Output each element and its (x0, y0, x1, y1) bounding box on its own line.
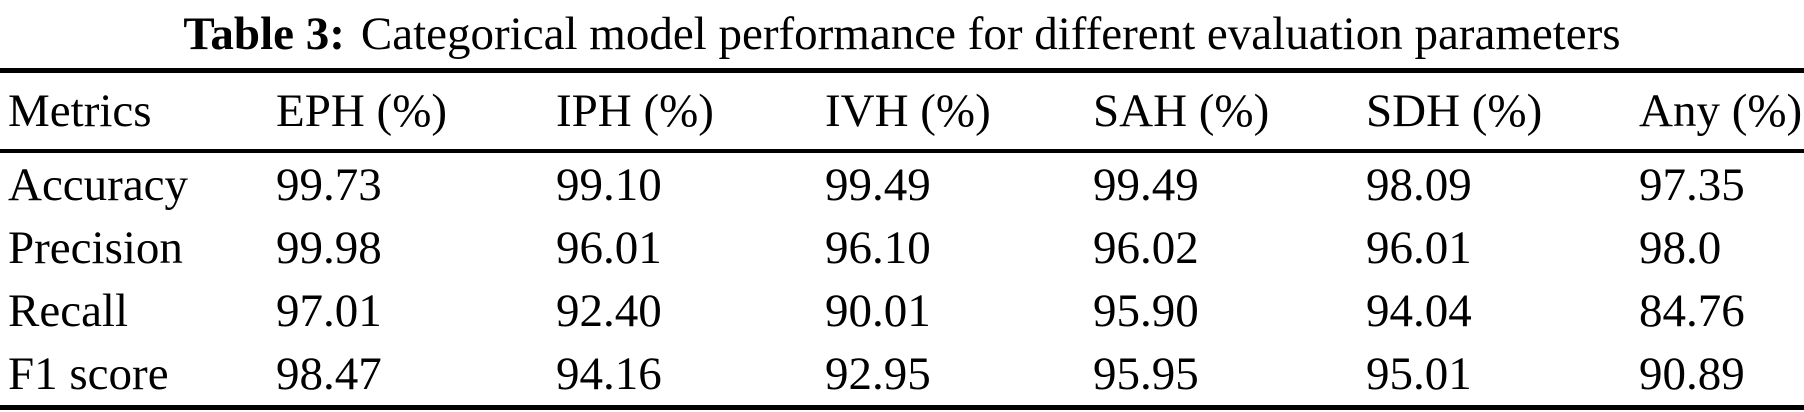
table-cell: 96.01 (1366, 221, 1472, 274)
performance-table: Metrics EPH (%) IPH (%) IVH (%) SAH (%) … (0, 68, 1804, 410)
table-cell: 90.01 (825, 284, 931, 337)
table-caption-text: Categorical model performance for differ… (360, 8, 1621, 60)
table-cell: 97.35 (1639, 158, 1745, 211)
table-cell: 98.47 (276, 347, 382, 400)
table-cell: 99.98 (276, 221, 382, 274)
column-header-sdh: SDH (%) (1366, 70, 1639, 153)
table-cell: 98.0 (1639, 221, 1722, 274)
table-cell: 99.73 (276, 158, 382, 211)
table-cell: 92.95 (825, 347, 931, 400)
table-cell: 99.49 (825, 158, 931, 211)
table-cell: 98.09 (1366, 158, 1472, 211)
column-header-iph: IPH (%) (556, 70, 825, 153)
table-cell: 99.10 (556, 158, 662, 211)
table-cell: 96.01 (556, 221, 662, 274)
row-label: F1 score (8, 347, 169, 400)
column-header-sah: SAH (%) (1093, 70, 1366, 153)
column-header-metrics: Metrics (0, 70, 276, 153)
table-row-recall: Recall 97.01 92.40 90.01 95.90 94.04 84.… (0, 279, 1804, 342)
table-cell: 96.02 (1093, 221, 1199, 274)
table-caption: Table 3: Categorical model performance fo… (0, 0, 1804, 68)
table-cell: 96.10 (825, 221, 931, 274)
table-cell: 95.95 (1093, 347, 1199, 400)
row-label: Recall (8, 284, 129, 337)
table-cell: 84.76 (1639, 284, 1745, 337)
table-row-f1-score: F1 score 98.47 94.16 92.95 95.95 95.01 9… (0, 342, 1804, 408)
table-cell: 90.89 (1639, 347, 1745, 400)
table-cell: 94.04 (1366, 284, 1472, 337)
header-row: Metrics EPH (%) IPH (%) IVH (%) SAH (%) … (0, 70, 1804, 153)
table-row-accuracy: Accuracy 99.73 99.10 99.49 99.49 98.09 9… (0, 151, 1804, 216)
table-cell: 94.16 (556, 347, 662, 400)
table-cell: 95.01 (1366, 347, 1472, 400)
row-label: Accuracy (8, 158, 189, 211)
table-row-precision: Precision 99.98 96.01 96.10 96.02 96.01 … (0, 216, 1804, 279)
column-header-ivh: IVH (%) (825, 70, 1093, 153)
column-header-eph: EPH (%) (276, 70, 556, 153)
row-label: Precision (8, 221, 183, 274)
table-caption-label: Table 3: (183, 8, 345, 60)
table-cell: 97.01 (276, 284, 382, 337)
column-header-any: Any (%) (1639, 70, 1804, 153)
table-cell: 92.40 (556, 284, 662, 337)
table-cell: 95.90 (1093, 284, 1199, 337)
table-cell: 99.49 (1093, 158, 1199, 211)
